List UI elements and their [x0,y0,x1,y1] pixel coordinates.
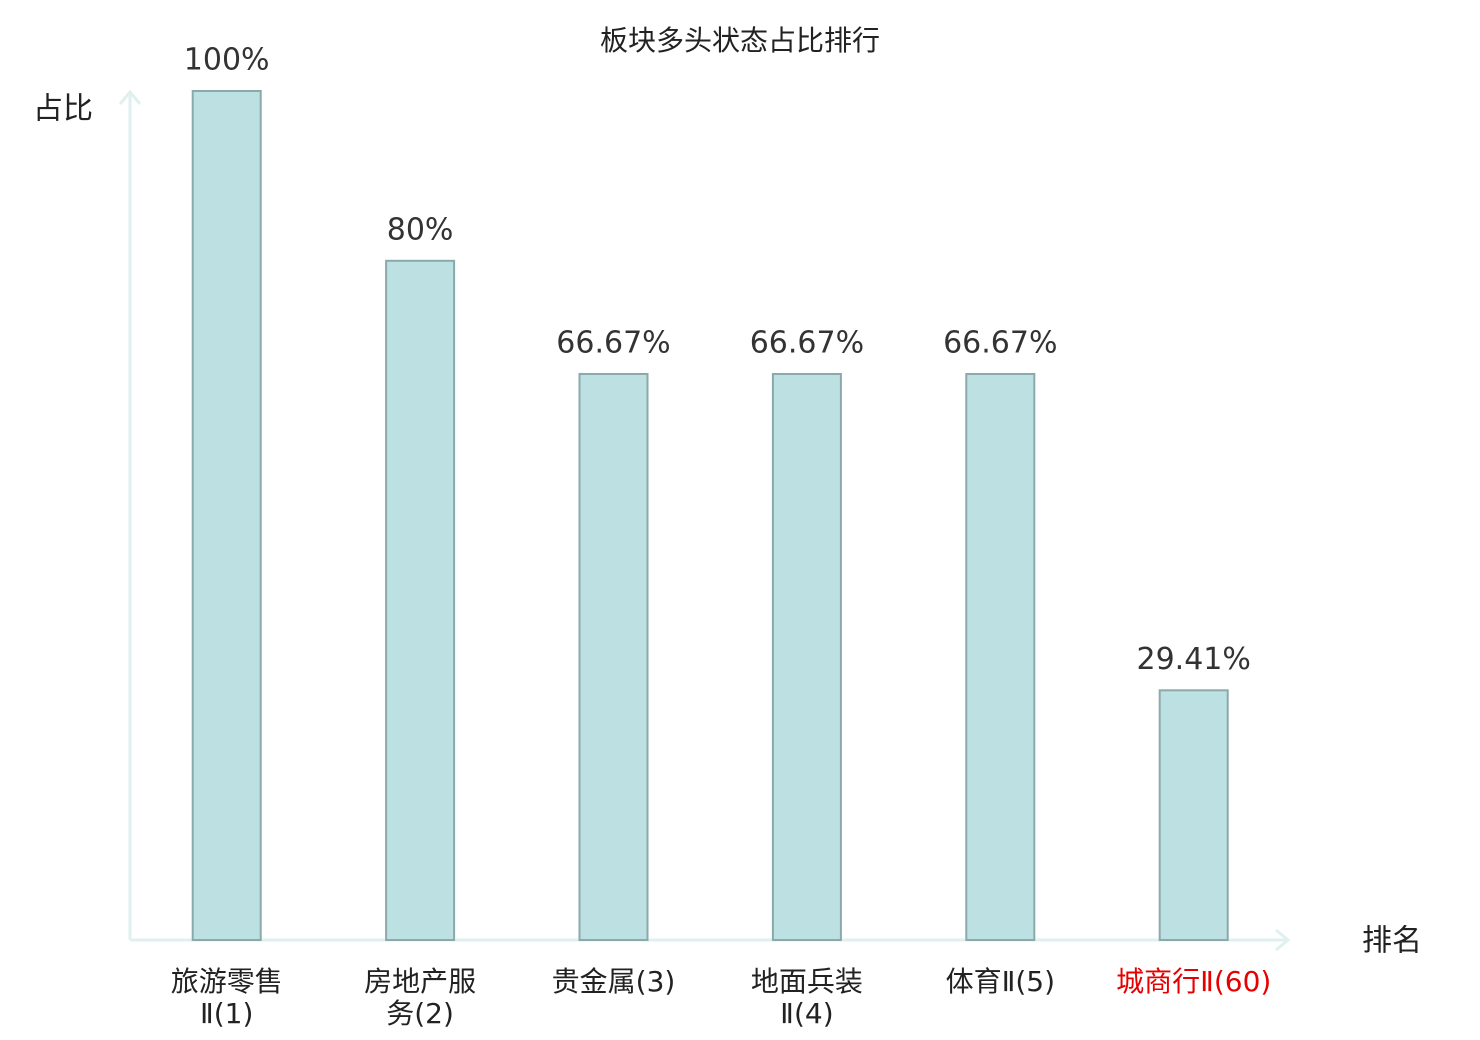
x-axis-label: 排名 [1362,924,1422,959]
value-label: 100% [184,43,270,78]
y-axis-arrow [118,89,142,105]
bar [385,259,456,941]
value-label: 66.67% [750,325,864,360]
value-label: 80% [387,212,454,247]
value-label: 66.67% [556,325,670,360]
y-axis-label: 占比 [33,92,93,127]
value-label: 66.67% [943,325,1057,360]
value-label: 29.41% [1137,642,1251,677]
bar [578,372,649,942]
x-tick-label: 贵金属(3) [552,965,676,998]
x-tick-label: 城商行Ⅱ(60) [1116,965,1271,998]
x-tick-label: 地面兵装 Ⅱ(4) [751,965,863,1030]
chart-title: 板块多头状态占比排行 [600,24,880,57]
x-axis-arrow [1275,928,1291,952]
bar [771,372,842,942]
bar [965,372,1036,942]
axes [118,89,1291,952]
bar [191,90,262,941]
bar [1158,689,1229,941]
x-tick-label: 体育Ⅱ(5) [946,965,1055,998]
x-tick-label: 旅游零售 Ⅱ(1) [171,965,283,1030]
x-tick-label: 房地产服务(2) [364,965,476,1030]
